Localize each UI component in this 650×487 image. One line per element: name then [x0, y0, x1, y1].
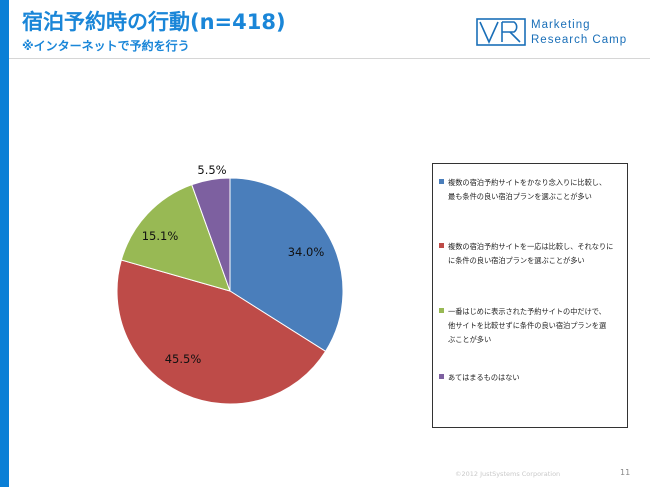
pie-slice-none [191, 177, 231, 292]
legend-text: 複数の宿泊予約サイトを一応は比較し、それなりに [448, 242, 614, 251]
pie-data-label: 5.5% [197, 163, 226, 177]
brand-logo: Marketing Research Camp [476, 17, 626, 47]
logo-line-1: Marketing [531, 19, 591, 31]
logo-wordmark: Marketing Research Camp [531, 18, 627, 48]
page-number: 11 [620, 468, 631, 477]
pie-data-label: 45.5% [165, 352, 202, 366]
pie-slice-first-site [120, 184, 231, 292]
mrc-logo-icon [476, 18, 526, 46]
legend-swatch [439, 243, 444, 248]
header-divider [9, 58, 650, 59]
copyright: ©2012 JustSystems Corporation [455, 470, 561, 478]
legend-item: 複数の宿泊予約サイトを一応は比較し、それなりに に条件の良い宿泊プランを選ぶこと… [439, 240, 621, 268]
legend-swatch [439, 374, 444, 379]
legend-text: 最も条件の良い宿泊プランを選ぶことが多い [448, 192, 592, 201]
legend-text: 複数の宿泊予約サイトをかなり念入りに比較し、 [448, 178, 607, 187]
legend-swatch [439, 179, 444, 184]
legend-item: 複数の宿泊予約サイトをかなり念入りに比較し、 最も条件の良い宿泊プランを選ぶこと… [439, 176, 621, 204]
legend-item: 一番はじめに表示された予約サイトの中だけで、 他サイトを比較せずに条件の良い宿泊… [439, 305, 621, 347]
legend-swatch [439, 308, 444, 313]
accent-bar [0, 0, 9, 487]
logo-line-2: Research Camp [531, 34, 628, 46]
legend-text: あてはまるものはない [448, 373, 520, 382]
legend-item: あてはまるものはない [439, 371, 621, 385]
legend-text: 他サイトを比較せずに条件の良い宿泊プランを選 [448, 321, 607, 330]
legend-text: ぶことが多い [448, 335, 492, 344]
page-title: 宿泊予約時の行動(n=418) [22, 10, 286, 34]
legend-text: 一番はじめに表示された予約サイトの中だけで、 [448, 307, 606, 316]
chart-legend: 複数の宿泊予約サイトをかなり念入りに比較し、 最も条件の良い宿泊プランを選ぶこと… [432, 163, 628, 428]
pie-slice-careful-compare [229, 177, 344, 353]
legend-text: に条件の良い宿泊プランを選ぶことが多い [448, 256, 585, 265]
pie-slice-rough-compare [116, 259, 327, 405]
page-subtitle: ※インターネットで予約を行う [22, 39, 190, 53]
pie-data-label: 34.0% [288, 245, 325, 259]
pie-data-label: 15.1% [142, 229, 179, 243]
